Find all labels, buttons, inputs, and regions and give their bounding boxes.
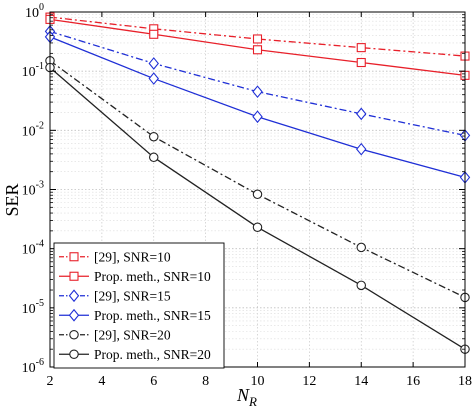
legend-label: [29], SNR=20 [94,327,171,342]
x-tick-label: 8 [202,374,209,389]
x-tick-label: 6 [150,374,157,389]
legend-entry: [29], SNR=10 [59,249,171,264]
x-tick-label: 10 [251,374,265,389]
data-point-marker [252,189,263,200]
legend-entry: Prop. meth., SNR=20 [59,347,211,362]
y-tick-mantissa: 10 [22,65,36,80]
series-6 [45,62,470,354]
y-tick-exponent: 0 [39,2,44,13]
data-point-marker [252,34,263,44]
x-tick-label: 18 [458,374,472,389]
legend-entry: Prop. meth., SNR=15 [59,308,211,323]
y-tick-mantissa: 10 [22,243,36,258]
data-point-marker [356,43,366,53]
y-tick-label: 10-4 [22,239,44,258]
series-line [49,16,466,57]
y-tick-label: 100 [25,2,44,21]
legend-marker [69,349,79,359]
data-point-marker [149,131,159,142]
y-tick-mantissa: 10 [25,6,39,21]
legend-marker [68,308,80,322]
legend-entry: [29], SNR=20 [59,327,171,342]
x-tick-label: 2 [47,374,54,389]
legend-marker [68,289,80,303]
data-point-marker [356,280,366,291]
legend-entry: [29], SNR=15 [59,288,171,303]
y-tick-mantissa: 10 [22,302,36,317]
legend-box [53,242,225,369]
series-line [49,60,466,298]
legend-marker [69,271,79,281]
y-tick-mantissa: 10 [22,124,36,139]
x-tick-label: 12 [302,374,316,389]
x-axis-label-sub: R [248,394,257,409]
data-point-marker [356,242,366,253]
legend-label: [29], SNR=10 [94,249,171,264]
x-axis-label: NR [236,385,257,409]
y-axis-label: SER [2,183,22,216]
y-tick-exponent: -2 [36,120,44,131]
x-tick-label: 16 [406,374,420,389]
legend-entry: Prop. meth., SNR=10 [59,269,211,284]
y-tick-label: 10-3 [22,180,44,199]
legend-marker [69,252,79,262]
data-point-marker [252,85,263,99]
data-point-marker [149,29,159,39]
y-tick-exponent: -6 [36,357,44,368]
y-tick-label: 10-2 [22,120,44,139]
data-point-marker [149,152,159,163]
y-tick-mantissa: 10 [22,184,36,199]
y-tick-label: 10-6 [22,357,44,376]
x-tick-label: 4 [98,374,105,389]
legend-label: Prop. meth., SNR=20 [94,347,211,362]
data-point-marker [252,110,263,124]
y-tick-exponent: -1 [36,61,44,72]
legend: [29], SNR=10 Prop. meth., SNR=10 [29], SNR… [53,242,225,369]
data-point-marker [148,57,159,70]
y-tick-label: 10-1 [22,61,44,80]
y-tick-exponent: -3 [36,180,44,191]
legend-label: Prop. meth., SNR=15 [94,308,211,323]
axis-ticks: 2 4 6 8 10 12 14 16 1810010-110-210-310-410-510-… [22,2,472,389]
x-tick-label: 14 [354,374,368,389]
data-point-marker [356,57,366,68]
y-tick-label: 10-5 [22,298,44,317]
x-axis-label-main: N [236,385,250,405]
legend-label: [29], SNR=15 [94,288,171,303]
y-tick-exponent: -4 [36,239,44,250]
legend-label: Prop. meth., SNR=10 [94,269,211,284]
data-point-marker [252,222,263,233]
data-point-marker [148,72,159,85]
legend-marker [69,329,79,340]
data-point-marker [252,45,263,55]
y-tick-exponent: -5 [36,298,44,309]
y-tick-mantissa: 10 [22,361,36,376]
data-point-marker [356,107,367,121]
data-point-marker [356,142,367,156]
